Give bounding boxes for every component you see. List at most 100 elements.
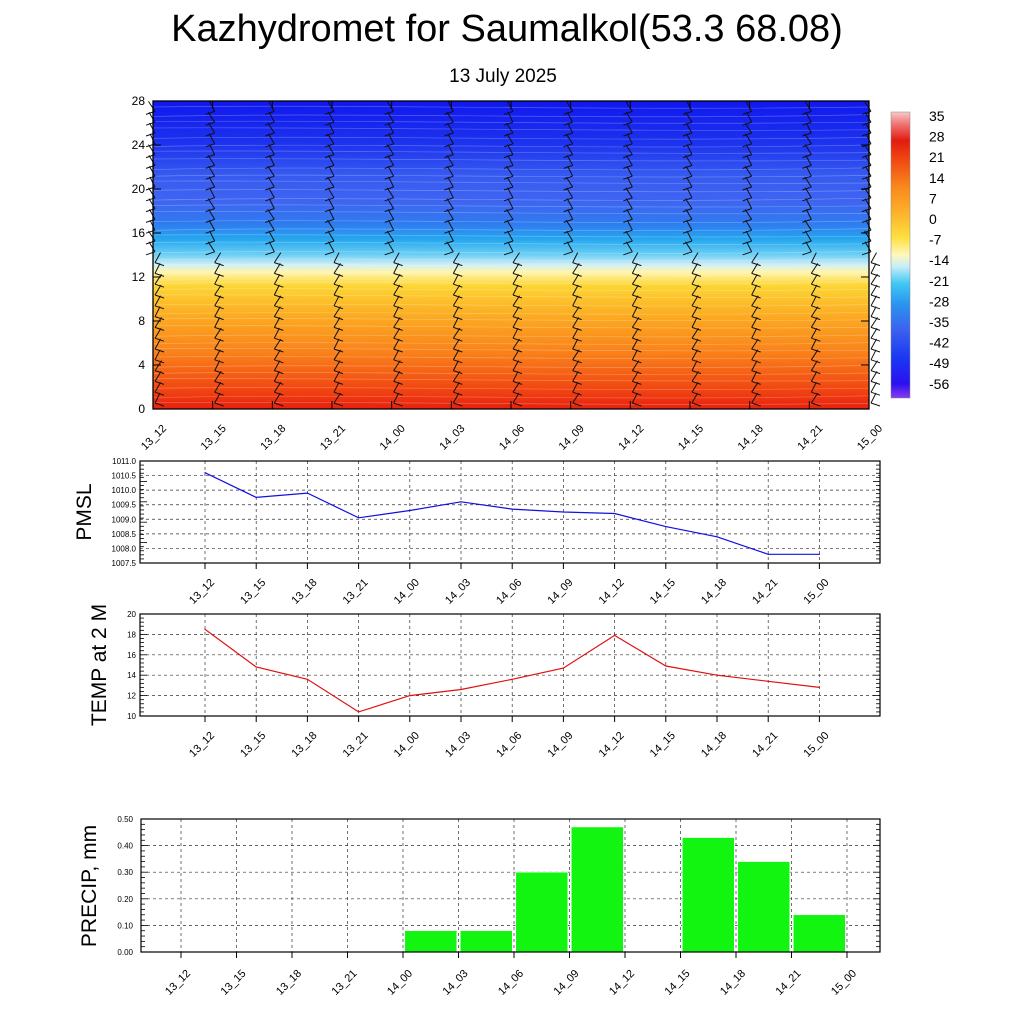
- colorbar-label: -49: [929, 355, 949, 371]
- pmsl-y-tick-label: 1007.5: [112, 559, 137, 568]
- temp-point: [665, 665, 667, 667]
- pmsl-x-tick-label: 14_06: [494, 577, 524, 607]
- pmsl-point: [460, 501, 462, 503]
- precip-bar: [682, 837, 735, 953]
- colorbar-label: -14: [929, 252, 949, 268]
- pmsl-x-tick-label: 14_15: [648, 577, 678, 607]
- temp-point: [409, 695, 411, 697]
- pmsl-y-tick-label: 1010.5: [112, 472, 137, 481]
- temp-point: [204, 628, 206, 630]
- colorbar-label: -56: [929, 376, 949, 392]
- precip-bar: [737, 861, 791, 953]
- precip-y-axis-label: PRECIP, mm: [78, 825, 101, 947]
- temp-y-tick-label: 16: [127, 651, 136, 660]
- pmsl-frame: [139, 460, 881, 564]
- colorbar-label: -7: [929, 232, 942, 248]
- colorbar-label: 14: [929, 170, 945, 186]
- precip-x-tick-label: 13_15: [219, 968, 249, 998]
- precip-x-tick-label: 14_15: [663, 968, 693, 998]
- heatmap-x-tick-label: 14_12: [616, 423, 646, 453]
- heatmap-x-tick-label: 14_21: [795, 423, 825, 453]
- pmsl-point: [306, 492, 308, 494]
- temp-frame: [139, 613, 881, 717]
- pmsl-x-tick-label: 14_12: [597, 577, 627, 607]
- pmsl-y-tick-label: 1009.5: [112, 501, 137, 510]
- heatmap-y-tick-label: 28: [132, 94, 146, 108]
- colorbar-label: -35: [929, 314, 949, 330]
- heatmap-field: [153, 101, 869, 409]
- pmsl-point: [562, 511, 565, 513]
- heatmap-y-tick-label: 20: [132, 182, 146, 196]
- precip-y-tick-label: 0.30: [117, 868, 133, 877]
- pmsl-x-tick-label: 14_03: [443, 577, 473, 607]
- precip-bar: [793, 914, 846, 953]
- colorbar-label: -21: [929, 273, 949, 289]
- precip-x-tick-label: 14_06: [496, 968, 526, 998]
- temp-y-tick-label: 18: [127, 630, 136, 639]
- pmsl-point: [358, 517, 360, 519]
- precip-bar: [515, 871, 569, 953]
- pmsl-point: [767, 553, 769, 555]
- precip-y-tick-label: 0.00: [117, 948, 133, 957]
- temp-point: [716, 674, 718, 676]
- temp-x-tick-label: 13_18: [289, 730, 319, 760]
- heatmap-x-tick-label: 14_09: [557, 423, 587, 453]
- temp-x-tick-label: 14_09: [545, 730, 575, 760]
- pmsl-y-tick-label: 1011.0: [112, 457, 136, 466]
- heatmap-y-tick-label: 16: [132, 226, 146, 240]
- pmsl-point: [204, 472, 206, 474]
- temp-x-tick-label: 14_03: [443, 730, 473, 760]
- precip-x-tick-label: 14_21: [774, 968, 804, 998]
- heatmap-y-tick-label: 12: [132, 270, 146, 284]
- pmsl-x-tick-label: 14_00: [392, 577, 422, 607]
- heatmap-x-tick-label: 13_18: [258, 423, 288, 453]
- pmsl-point: [716, 536, 718, 538]
- heatmap-x-tick-label: 14_06: [497, 423, 527, 453]
- precip-frame: [140, 818, 881, 953]
- precip-x-tick-label: 14_03: [441, 968, 471, 998]
- temp-y-axis-label: TEMP at 2 M: [88, 604, 111, 726]
- colorbar-label: -28: [929, 293, 949, 309]
- pmsl-x-tick-label: 13_15: [238, 577, 268, 607]
- precip-x-tick-label: 13_18: [274, 968, 304, 998]
- precip-y-tick-label: 0.40: [117, 842, 133, 851]
- heatmap-x-tick-label: 14_03: [437, 423, 467, 453]
- temp-x-tick-label: 13_15: [238, 730, 268, 760]
- heatmap-x-tick-label: 13_12: [139, 423, 169, 453]
- temp-y-tick-label: 10: [127, 712, 136, 721]
- heatmap-x-tick-label: 14_15: [676, 423, 706, 453]
- colorbar: 35 28 21 14 7 0 -7 -14 -21 -28 -35 -42 -49 -56: [890, 108, 949, 399]
- temp-x-tick-label: 13_21: [341, 730, 371, 760]
- heatmap-x-tick-label: 14_18: [736, 423, 766, 453]
- precip-x-tick-label: 14_09: [552, 968, 582, 998]
- precip-y-tick-label: 0.50: [117, 815, 133, 824]
- temperature-cross-section: 0 4 8 12 16 20 24 28 13_12 13_15 13_18 13_21 14_00 14…: [132, 94, 885, 453]
- temp-point: [614, 634, 616, 637]
- temp-y-tick-label: 20: [127, 610, 136, 619]
- colorbar-label: 28: [929, 129, 945, 145]
- pmsl-y-tick-label: 1009.0: [112, 515, 137, 524]
- temp-x-tick-label: 14_00: [392, 730, 422, 760]
- colorbar-bar: [890, 111, 911, 399]
- heatmap-x-tick-label: 14_00: [378, 423, 408, 453]
- colorbar-label: -42: [929, 335, 949, 351]
- pmsl-x-tick-label: 14_09: [545, 577, 575, 607]
- temp-x-tick-label: 14_15: [648, 730, 678, 760]
- pmsl-x-tick-label: 14_21: [750, 577, 780, 607]
- precip-x-tick-label: 13_21: [330, 968, 360, 998]
- temp-y-tick-label: 14: [127, 671, 136, 680]
- pmsl-x-tick-label: 13_18: [289, 577, 319, 607]
- colorbar-label: 35: [929, 108, 945, 124]
- precip-x-tick-label: 15_00: [829, 968, 859, 998]
- temp-x-tick-label: 14_18: [699, 730, 729, 760]
- colorbar-label: 0: [929, 211, 937, 227]
- precip-panel: 0.00 0.10 0.20 0.30 0.40 0.50 13_12 13_15 13_18 1…: [78, 815, 881, 998]
- temp-x-tick-label: 14_21: [750, 730, 780, 760]
- temp-point: [255, 666, 257, 668]
- colorbar-label: 21: [929, 149, 945, 165]
- page-title: Kazhydromet for Saumalkol(53.3 68.08): [171, 8, 843, 50]
- pmsl-panel: 1007.5 1008.0 1008.5 1009.0 1009.5 1010.0 1010…: [73, 457, 881, 607]
- precip-x-tick-label: 14_12: [607, 968, 637, 998]
- heatmap-x-tick-label: 15_00: [855, 423, 885, 453]
- temp-point: [511, 678, 513, 680]
